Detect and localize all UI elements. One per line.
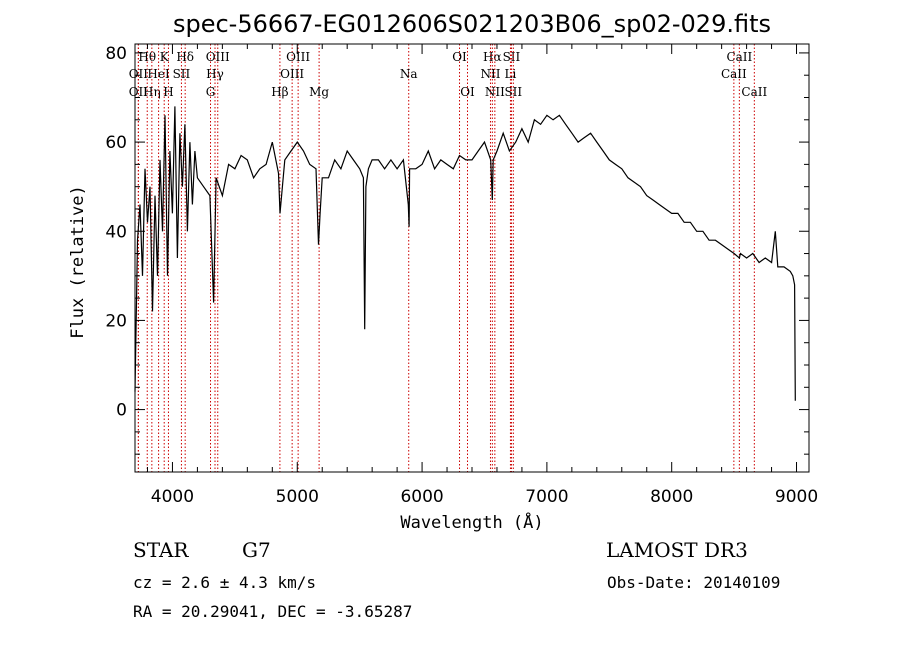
x-axis: 4000 5000 6000 7000 8000 9000 — [146, 44, 818, 507]
series-group — [134, 106, 796, 401]
line-marker-label: NII — [480, 67, 500, 81]
line-marker-label: G — [206, 85, 216, 99]
line-marker-label: OIII — [280, 67, 304, 81]
survey-name: LAMOST DR3 — [606, 538, 748, 562]
x-tick-label: 6000 — [400, 487, 443, 507]
line-marker-label: Li — [505, 67, 517, 81]
line-marker-label: OIII — [286, 50, 310, 64]
line-marker-label: OII — [129, 67, 149, 81]
line-marker-label: OII — [129, 85, 149, 99]
x-tick-label: 4000 — [151, 487, 194, 507]
chart-title: spec-56667-EG012606S021203B06_sp02-029.f… — [173, 10, 771, 38]
x-axis-label: Wavelength (Å) — [400, 511, 543, 533]
y-tick-label: 80 — [105, 44, 127, 64]
line-marker-label: Hη — [143, 85, 161, 99]
line-marker-label: SII — [503, 50, 521, 64]
obs-date: Obs-Date: 20140109 — [607, 573, 781, 592]
line-marker-label: HeI — [147, 67, 170, 81]
line-marker-label: Hγ — [206, 67, 224, 81]
line-marker-label: K — [160, 50, 170, 64]
y-tick-label: 0 — [116, 401, 127, 421]
x-tick-label: 7000 — [525, 487, 568, 507]
subclass: G7 — [242, 538, 271, 562]
line-marker-label: CaII — [721, 67, 747, 81]
line-marker-label: OI — [452, 50, 467, 64]
redshift-text: cz = 2.6 ± 4.3 km/s — [133, 573, 317, 592]
object-class: STAR — [133, 538, 189, 562]
line-marker-label: CaII — [741, 85, 767, 99]
y-axis: 0 20 40 60 80 — [105, 44, 809, 455]
plot-frame — [134, 43, 810, 473]
x-tick-label: 8000 — [650, 487, 693, 507]
line-marker-label: Mg — [309, 85, 329, 99]
line-marker-label: Hα — [483, 50, 502, 64]
coordinates: RA = 20.29041, DEC = -3.65287 — [133, 602, 413, 621]
line-marker-label: OI — [460, 85, 475, 99]
line-marker-label: OIII — [206, 50, 230, 64]
y-tick-label: 60 — [105, 133, 127, 153]
line-marker-label: NII — [485, 85, 505, 99]
line-marker-label: H — [163, 85, 173, 99]
line-marker-label: Hβ — [271, 85, 288, 99]
x-tick-label: 9000 — [775, 487, 818, 507]
y-axis-label: Flux (relative) — [68, 185, 88, 339]
line-marker-label: SII — [173, 67, 191, 81]
line-marker-label: Hδ — [176, 50, 194, 64]
x-tick-label: 5000 — [276, 487, 319, 507]
spectrum-line — [134, 106, 796, 401]
line-marker-label: SII — [504, 85, 522, 99]
line-marker-label: Hθ — [138, 50, 156, 64]
line-marker-label: Na — [400, 67, 418, 81]
y-tick-label: 20 — [105, 311, 127, 331]
line-marker-label: CaII — [726, 50, 752, 64]
y-tick-label: 40 — [105, 222, 127, 242]
